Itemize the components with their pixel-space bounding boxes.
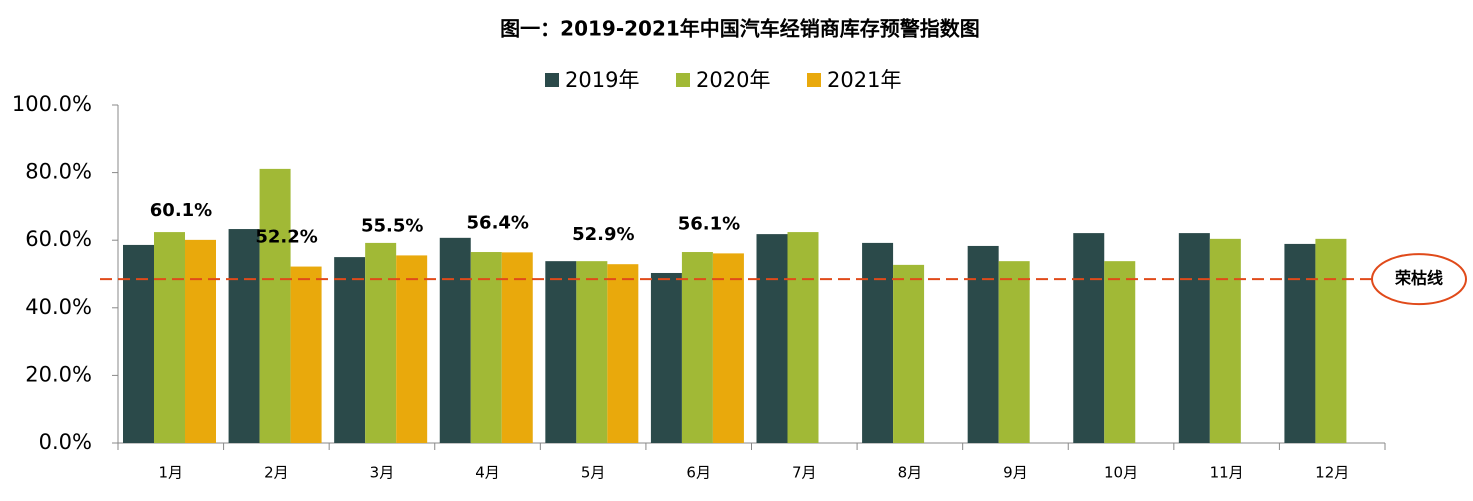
x-tick-label: 7月 — [792, 464, 817, 482]
x-tick-label: 11月 — [1210, 464, 1244, 482]
threshold-badge — [1371, 253, 1467, 306]
bar — [439, 237, 471, 443]
bar — [334, 257, 366, 443]
legend-label: 2021年 — [827, 68, 901, 92]
x-tick-label: 10月 — [1104, 464, 1138, 482]
data-label: 52.2% — [255, 227, 317, 248]
bar — [576, 261, 608, 443]
chart-title: 图一：2019-2021年中国汽车经销商库存预警指数图 — [500, 17, 980, 41]
bar — [501, 252, 533, 443]
x-tick-label: 9月 — [1003, 464, 1028, 482]
legend-label: 2019年 — [565, 68, 639, 92]
data-label: 52.9% — [572, 224, 634, 245]
y-tick-label: 40.0% — [25, 295, 92, 319]
x-tick-label: 8月 — [898, 464, 923, 482]
x-tick-label: 6月 — [686, 464, 711, 482]
bar — [290, 266, 322, 443]
bar — [185, 239, 216, 443]
bar — [470, 252, 502, 443]
bar — [259, 168, 291, 443]
bar — [998, 261, 1030, 443]
y-tick-label: 20.0% — [25, 362, 92, 386]
bar — [787, 232, 819, 443]
bar — [756, 234, 788, 443]
x-tick-label: 3月 — [370, 464, 395, 482]
x-tick-label: 1月 — [159, 464, 184, 482]
y-tick-label: 80.0% — [25, 160, 92, 184]
bar — [1178, 233, 1210, 443]
bar — [1209, 238, 1241, 443]
bar — [396, 255, 428, 443]
legend-swatch — [807, 73, 821, 87]
bar — [681, 252, 713, 443]
data-label: 56.1% — [678, 213, 740, 234]
legend-label: 2020年 — [696, 68, 770, 92]
data-label: 55.5% — [361, 215, 423, 236]
y-tick-label: 60.0% — [25, 227, 92, 251]
bar — [893, 264, 925, 443]
bar — [228, 229, 260, 443]
bar — [365, 242, 397, 443]
bar — [862, 242, 894, 443]
bar — [1104, 261, 1136, 443]
x-tick-label: 4月 — [475, 464, 500, 482]
bar — [650, 272, 682, 443]
threshold-label: 荣枯线 — [1394, 269, 1443, 288]
y-tick-label: 100.0% — [12, 92, 92, 116]
x-tick-label: 12月 — [1315, 464, 1349, 482]
legend-swatch — [676, 73, 690, 87]
bar — [545, 261, 577, 443]
bar — [1284, 243, 1316, 443]
bar — [712, 253, 744, 443]
data-label: 56.4% — [467, 212, 529, 233]
bar — [607, 264, 639, 443]
bar — [967, 245, 999, 443]
x-tick-label: 2月 — [264, 464, 289, 482]
bar — [154, 232, 185, 443]
legend-swatch — [545, 73, 559, 87]
bar — [1073, 233, 1105, 443]
bar — [123, 244, 154, 443]
x-tick-label: 5月 — [581, 464, 606, 482]
bar — [1315, 238, 1347, 443]
data-label: 60.1% — [150, 200, 212, 221]
y-tick-label: 0.0% — [39, 430, 92, 454]
